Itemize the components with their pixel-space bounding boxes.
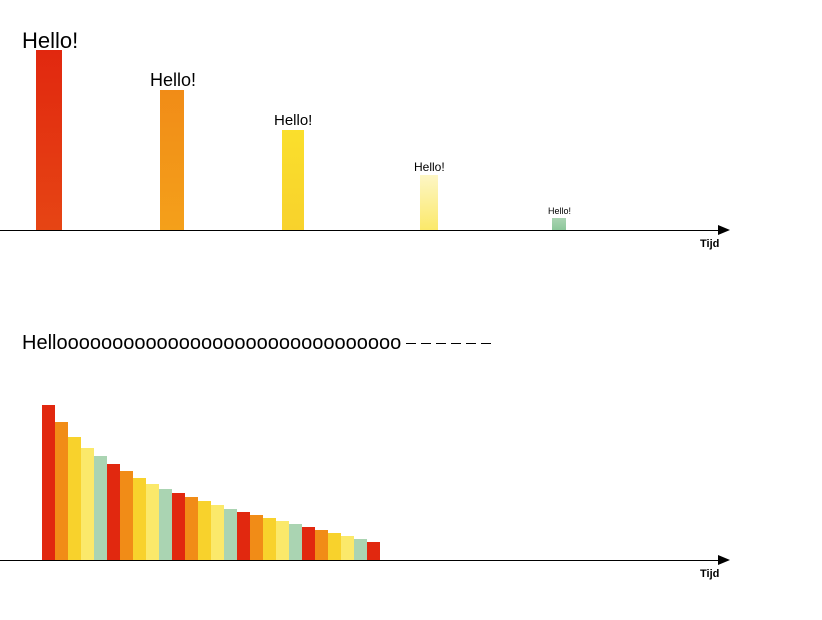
bottom-bar-7 xyxy=(133,478,146,560)
long-hello-dash-3 xyxy=(451,343,461,345)
bottom-bar-6 xyxy=(120,471,133,560)
top-bar-label-0: Hello! xyxy=(22,28,78,54)
bottom-bar-21 xyxy=(315,530,328,560)
bottom-bar-9 xyxy=(159,489,172,560)
bottom-chart: Hellooooooooooooooooooooooooooooooo Tijd xyxy=(0,350,730,620)
top-bar-label-1: Hello! xyxy=(150,70,196,91)
bottom-bar-18 xyxy=(276,521,289,560)
bottom-bar-17 xyxy=(263,518,276,560)
top-bar-2 xyxy=(282,130,304,230)
bottom-bar-24 xyxy=(354,539,367,560)
long-hello-dash-5 xyxy=(481,343,491,345)
long-hello-dash-1 xyxy=(421,343,431,345)
bottom-bar-4 xyxy=(94,456,107,560)
top-bar-0 xyxy=(36,50,62,230)
bottom-bar-16 xyxy=(250,515,263,560)
bottom-bar-23 xyxy=(341,536,354,560)
bottom-axis-label: Tijd xyxy=(700,568,719,580)
bottom-bar-20 xyxy=(302,527,315,560)
bottom-bar-25 xyxy=(367,542,380,560)
top-bar-label-4: Hello! xyxy=(548,206,571,216)
top-bar-label-2: Hello! xyxy=(274,112,312,129)
bottom-bar-12 xyxy=(198,501,211,560)
bottom-bar-5 xyxy=(107,464,120,560)
top-bar-4 xyxy=(552,218,566,230)
bottom-bar-15 xyxy=(237,512,250,560)
long-hello-dash-4 xyxy=(466,343,476,345)
bottom-bar-8 xyxy=(146,484,159,560)
top-bar-1 xyxy=(160,90,184,230)
top-bars-container xyxy=(0,20,730,230)
top-chart: Tijd Hello! Hello! Hello! Hello! Hello! xyxy=(0,20,730,290)
bottom-bar-10 xyxy=(172,493,185,560)
bottom-bar-2 xyxy=(68,437,81,560)
top-axis-label: Tijd xyxy=(700,238,719,250)
top-axis-line xyxy=(0,230,718,231)
long-hello-dash-2 xyxy=(436,343,446,345)
top-bar-3 xyxy=(420,175,438,230)
page: { "canvas": { "width": 822, "height": 60… xyxy=(0,0,822,609)
bottom-bar-11 xyxy=(185,497,198,560)
bottom-bar-0 xyxy=(42,405,55,560)
bottom-axis-line xyxy=(0,560,718,561)
bottom-bar-19 xyxy=(289,524,302,560)
bottom-bar-1 xyxy=(55,422,68,560)
bottom-bar-14 xyxy=(224,509,237,560)
top-bar-label-3: Hello! xyxy=(414,160,445,174)
long-hello-dash-0 xyxy=(406,343,416,345)
bottom-bar-22 xyxy=(328,533,341,560)
bottom-bar-3 xyxy=(81,448,94,560)
bottom-bars-container xyxy=(0,350,730,560)
bottom-bar-13 xyxy=(211,505,224,560)
